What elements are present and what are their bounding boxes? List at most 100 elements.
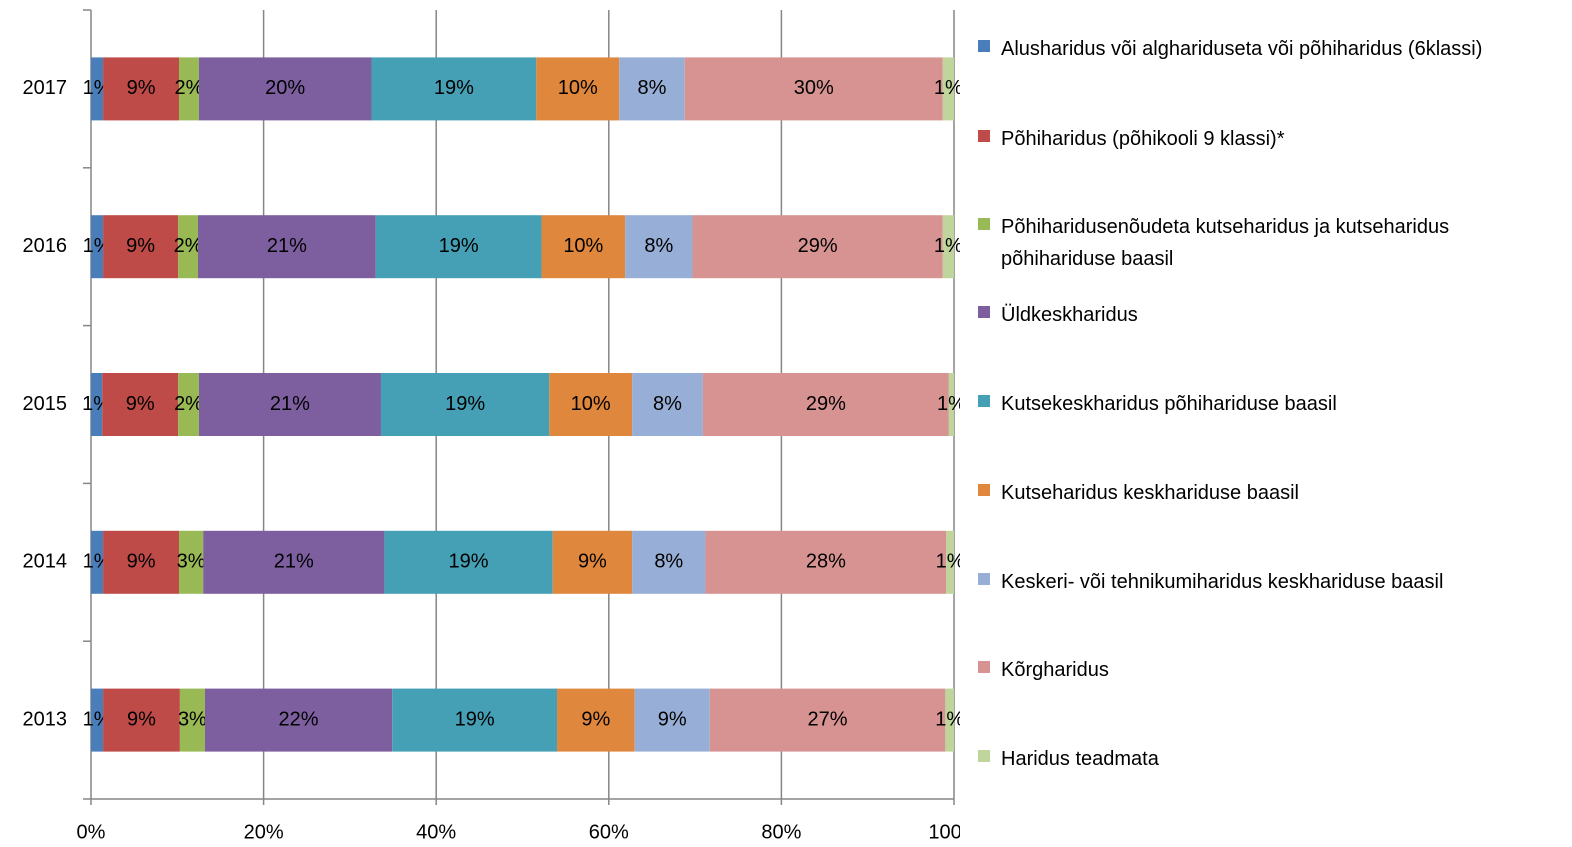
bar-segment	[204, 688, 393, 752]
bar-segment	[625, 215, 693, 279]
bar-segment	[709, 688, 946, 752]
data-label: 9%	[126, 235, 155, 257]
legend-label: Haridus teadmata	[1001, 748, 1159, 770]
legend-swatch	[978, 40, 990, 52]
legend-label: Alusharidus või alghariduseta või põhiha…	[1001, 38, 1483, 60]
x-tick-label: 40%	[416, 821, 456, 843]
bar-segment	[702, 373, 949, 436]
data-label: 30%	[794, 77, 834, 99]
bar-segment	[91, 373, 103, 436]
data-label: 8%	[654, 551, 683, 573]
bar-segment	[178, 215, 199, 279]
bar-segment	[371, 57, 537, 121]
y-tick-label: 2014	[23, 551, 68, 573]
legend-swatch	[978, 484, 990, 496]
data-label: 27%	[808, 708, 848, 730]
bar-segment	[705, 530, 947, 594]
x-tick-label: 100%	[928, 821, 960, 843]
legend-item: Alusharidus või alghariduseta või põhiha…	[978, 33, 1548, 65]
bar-segment	[692, 215, 943, 279]
bar-segment	[91, 215, 104, 279]
bar-segment	[375, 215, 542, 279]
bar-segment	[198, 373, 381, 436]
data-label: 3%	[178, 708, 207, 730]
bar-segment	[948, 373, 954, 436]
y-tick-label: 2016	[23, 235, 68, 257]
legend-label: Põhiharidus (põhikooli 9 klassi)*	[1001, 128, 1285, 150]
legend-item: Üldkeskharidus	[978, 299, 1548, 331]
legend-label: Keskeri- või tehnikumiharidus keskharidu…	[1001, 571, 1444, 593]
legend-swatch	[978, 130, 990, 142]
data-label: 19%	[449, 551, 489, 573]
bar-segment	[392, 688, 558, 752]
bar-segment	[203, 530, 385, 594]
legend-swatch	[978, 306, 990, 318]
data-label: 8%	[653, 393, 682, 415]
data-label: 21%	[267, 235, 307, 257]
bar-segment	[634, 688, 710, 752]
bar-segment	[91, 57, 104, 121]
bar-segment	[536, 57, 620, 121]
data-label: 9%	[126, 393, 155, 415]
x-tick-label: 80%	[761, 821, 801, 843]
data-label: 1%	[935, 708, 960, 730]
legend-item: Kõrgharidus	[978, 654, 1548, 686]
bar-segment	[384, 530, 553, 594]
legend-swatch	[978, 661, 990, 673]
legend-label: Üldkeskharidus	[1001, 304, 1138, 326]
data-label: 19%	[455, 708, 495, 730]
bar-segment	[103, 688, 180, 752]
data-label: 10%	[571, 393, 611, 415]
data-label: 8%	[644, 235, 673, 257]
y-tick-label: 2015	[23, 393, 68, 415]
bar-segment	[179, 688, 205, 752]
data-label: 9%	[127, 77, 156, 99]
data-label: 19%	[439, 235, 479, 257]
data-label: 2%	[174, 77, 203, 99]
data-label: 1%	[937, 393, 960, 415]
y-tick-label: 2013	[23, 708, 68, 730]
legend-item: Keskeri- või tehnikumiharidus keskharidu…	[978, 566, 1548, 598]
bar-segment	[103, 215, 179, 279]
bar-segment	[198, 57, 372, 121]
x-tick-label: 0%	[77, 821, 106, 843]
bar-segment	[619, 57, 685, 121]
bar-segment	[102, 373, 179, 436]
bar-segment	[179, 57, 199, 121]
legend-item: Kutsekeskharidus põhihariduse baasil	[978, 388, 1548, 420]
legend-item: Haridus teadmata	[978, 743, 1548, 775]
bar-segment	[552, 530, 633, 594]
legend-label: Kutseharidus keskhariduse baasil	[1001, 482, 1299, 504]
legend-swatch	[978, 750, 990, 762]
data-label: 19%	[434, 77, 474, 99]
x-tick-label: 60%	[589, 821, 629, 843]
data-label: 9%	[578, 551, 607, 573]
bar-segment	[684, 57, 943, 121]
bar-segment	[632, 373, 703, 436]
data-label: 28%	[806, 551, 846, 573]
data-label: 8%	[637, 77, 666, 99]
data-label: 10%	[558, 77, 598, 99]
legend-item: Põhiharidusenõudeta kutseharidus ja kuts…	[978, 211, 1548, 275]
legend-label: Kutsekeskharidus põhihariduse baasil	[1001, 393, 1337, 415]
legend-item: Kutseharidus keskhariduse baasil	[978, 477, 1548, 509]
bar-segment	[541, 215, 626, 279]
data-label: 2%	[174, 235, 203, 257]
bar-segment	[632, 530, 706, 594]
chart: 0% 20% 40% 60% 80% 100% 2013 1% 9% 3% 22% 19% 9% 9% 27…	[23, 9, 960, 843]
data-label: 29%	[806, 393, 846, 415]
data-label: 1%	[936, 551, 960, 573]
bar-segment	[103, 530, 180, 594]
legend-label: Põhiharidusenõudeta kutseharidus ja kuts…	[1001, 216, 1450, 270]
bar-segment	[103, 57, 180, 121]
bar-segment	[549, 373, 633, 436]
legend-label: Kõrgharidus	[1001, 659, 1109, 681]
bar-segment	[179, 530, 204, 594]
data-label: 22%	[279, 708, 319, 730]
data-label: 20%	[265, 77, 305, 99]
bar-segment	[942, 215, 954, 279]
bar-segment	[380, 373, 550, 436]
data-label: 10%	[563, 235, 603, 257]
bar-segment	[557, 688, 635, 752]
